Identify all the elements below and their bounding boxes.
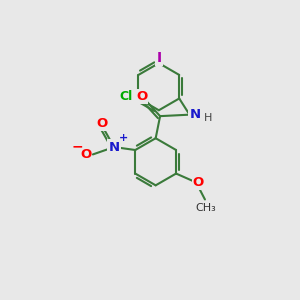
Text: O: O — [97, 117, 108, 130]
Text: O: O — [193, 176, 204, 189]
Text: Cl: Cl — [119, 91, 133, 103]
Text: N: N — [189, 108, 200, 121]
Text: O: O — [136, 90, 147, 103]
Text: I: I — [156, 51, 161, 65]
Text: CH₃: CH₃ — [195, 203, 216, 213]
Text: N: N — [109, 141, 120, 154]
Text: +: + — [119, 133, 128, 142]
Text: O: O — [80, 148, 91, 161]
Text: −: − — [72, 139, 83, 153]
Text: H: H — [204, 113, 212, 123]
